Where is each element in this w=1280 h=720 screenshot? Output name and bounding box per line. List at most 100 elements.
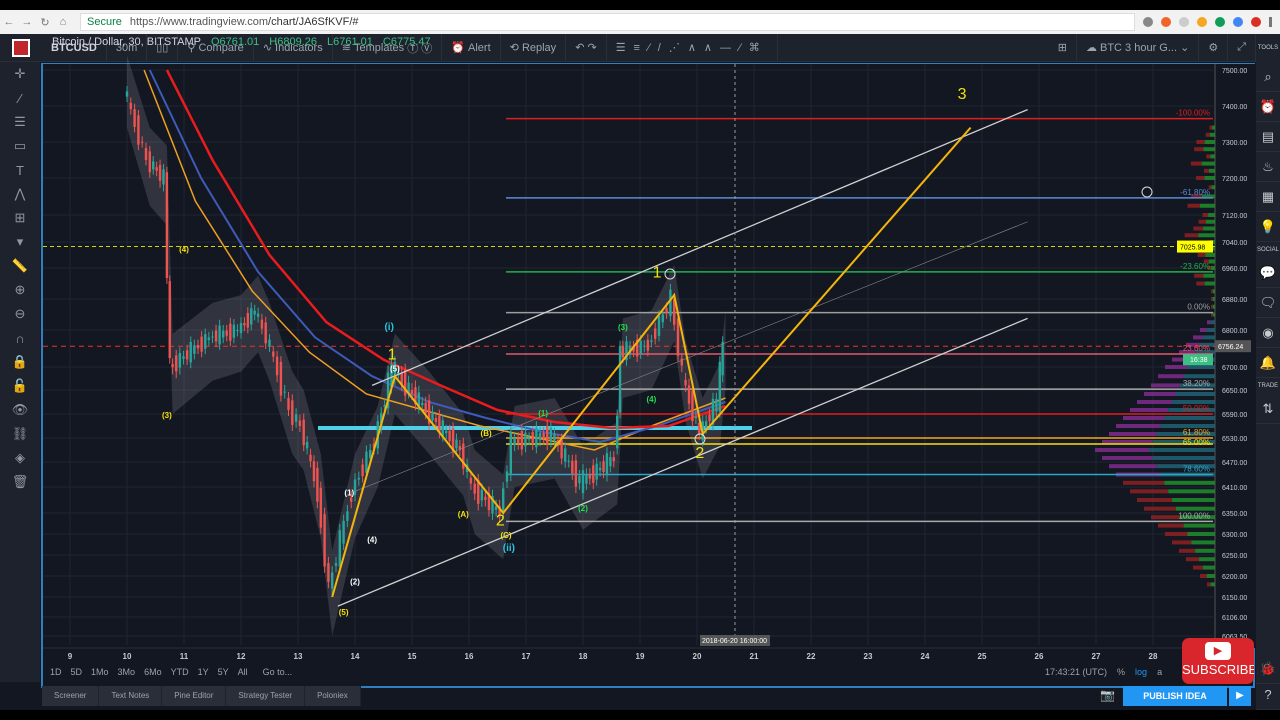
range-1d[interactable]: 1D xyxy=(50,667,62,677)
range-1mo[interactable]: 1Mo xyxy=(91,667,109,677)
fib-icon[interactable]: ☰ xyxy=(14,114,26,129)
rectangle-icon[interactable]: ▭ xyxy=(13,138,27,153)
range-ytd[interactable]: YTD xyxy=(170,667,189,677)
symbol-title[interactable]: Bitcoin / Dollar, 30, BITSTAMP xyxy=(52,36,201,48)
extension-icon[interactable] xyxy=(1161,17,1171,27)
drawing-toolbar: ✛ ⁄ ☰ ▭ T ⋀ ⊞ ▾ 📏 ⊕ ⊖ ∩ 🔒 🔓 👁 ⛓ ◈ 🗑 xyxy=(0,62,40,682)
alarm-icon: ⏰ xyxy=(451,42,469,54)
drawing-favorites[interactable]: ☰≡⁄/⋰∧∧—⁄⌘ xyxy=(607,34,778,61)
compare-button[interactable]: ⚲ Compare xyxy=(178,34,254,61)
layers-icon[interactable]: ◈ xyxy=(15,450,25,465)
browser-bar: ← → ↻ ⌂ Secure https://www.tradingview.c… xyxy=(0,10,1280,34)
symbol-search[interactable]: BTCUSD xyxy=(42,34,107,61)
trash-icon[interactable]: 🗑 xyxy=(11,474,29,489)
date-range-bar: 1D 5D 1Mo 3Mo 6Mo YTD 1Y 5Y All Go to... xyxy=(50,667,292,677)
percent-toggle[interactable]: % xyxy=(1117,667,1126,677)
log-toggle[interactable]: log xyxy=(1135,667,1148,677)
notifications-bell-icon[interactable]: 🔔 xyxy=(1256,348,1280,378)
social-label: SOCIAL xyxy=(1256,247,1279,253)
tools-label: TOOLS xyxy=(1257,45,1279,51)
trendline-icon[interactable]: ⁄ xyxy=(18,90,22,106)
top-toolbar: BTCUSD 30m ▯▯ ⚲ Compare ∿ Indicators ≋ T… xyxy=(0,34,1256,62)
more-arrow-icon[interactable]: ▾ xyxy=(16,234,24,249)
user-avatar[interactable] xyxy=(0,34,42,61)
trading-panel-icon[interactable]: ⇅ xyxy=(1256,394,1280,424)
tab-strategy-tester[interactable]: Strategy Tester xyxy=(226,686,306,706)
layout-grid-icon[interactable]: ⊞ xyxy=(1049,34,1077,61)
candles-icon[interactable]: ▯▯ xyxy=(147,34,179,61)
camera-icon[interactable]: 📷 xyxy=(1100,688,1115,702)
zoom-in-icon[interactable]: ⊕ xyxy=(14,282,26,297)
templates-button[interactable]: ≋ Templates Ⓣ Ⓥ xyxy=(333,34,443,61)
zoom-out-icon[interactable]: ⊖ xyxy=(14,306,26,321)
eye-icon[interactable]: 👁 xyxy=(11,402,29,417)
replay-icon: ⟲ xyxy=(509,42,522,54)
help-icon[interactable]: ? xyxy=(1256,680,1280,710)
extension-icon[interactable] xyxy=(1197,17,1207,27)
reload-icon[interactable]: ↻ xyxy=(40,16,50,29)
range-3mo[interactable]: 3Mo xyxy=(117,667,136,677)
text-icon[interactable]: T xyxy=(16,162,24,178)
forward-icon[interactable]: → xyxy=(21,16,33,28)
indicators-label: Indicators xyxy=(275,41,323,54)
magnet-icon[interactable]: ∩ xyxy=(15,330,25,346)
ruler-icon[interactable]: 📏 xyxy=(11,258,29,273)
layout-name-dropdown[interactable]: ☁ BTC 3 hour G... ⌄ xyxy=(1077,34,1200,61)
prediction-icon[interactable]: ⊞ xyxy=(14,210,26,225)
range-6mo[interactable]: 6Mo xyxy=(144,667,162,677)
fullscreen-icon[interactable]: ⤢ xyxy=(1228,34,1256,61)
extension-icon[interactable] xyxy=(1179,17,1189,27)
undo-icon[interactable]: ↶ ↷ xyxy=(566,34,607,61)
range-5d[interactable]: 5D xyxy=(70,667,83,677)
link-icon[interactable]: ⛓ xyxy=(11,426,29,441)
layout-name: BTC 3 hour G... xyxy=(1100,41,1178,54)
star-icon[interactable] xyxy=(1143,17,1153,27)
publish-idea-button[interactable]: PUBLISH IDEA xyxy=(1123,686,1227,706)
tab-poloniex[interactable]: Poloniex xyxy=(305,686,361,706)
range-1y[interactable]: 1Y xyxy=(197,667,209,677)
play-icon[interactable]: ▶ xyxy=(1229,686,1251,706)
v-circle-icon[interactable]: Ⓥ xyxy=(421,42,433,55)
menu-icon[interactable] xyxy=(1269,17,1272,27)
streams-icon[interactable]: ◉ xyxy=(1256,318,1280,348)
back-icon[interactable]: ← xyxy=(3,16,15,28)
tab-screener[interactable]: Screener xyxy=(42,686,100,706)
goto-button[interactable]: Go to... xyxy=(262,667,293,677)
home-icon[interactable]: ⌂ xyxy=(59,16,67,28)
alert-button[interactable]: ⏰ Alert xyxy=(442,34,501,61)
alert-label: Alert xyxy=(468,41,491,54)
interval-button[interactable]: 30m xyxy=(107,34,148,61)
data-window-icon[interactable]: ▤ xyxy=(1256,122,1280,152)
auto-toggle[interactable]: a xyxy=(1157,667,1163,677)
indicators-icon: ∿ xyxy=(262,42,276,54)
replay-button[interactable]: ⟲ Replay xyxy=(501,34,567,61)
range-5y[interactable]: 5Y xyxy=(217,667,229,677)
t-circle-icon[interactable]: Ⓣ xyxy=(407,42,419,55)
crosshair-icon[interactable]: ✛ xyxy=(14,66,26,81)
extension-icon[interactable] xyxy=(1233,17,1243,27)
pattern-icon[interactable]: ⋀ xyxy=(14,186,26,201)
extension-icon[interactable] xyxy=(1215,17,1225,27)
indicators-button[interactable]: ∿ Indicators xyxy=(254,34,333,61)
chart-pane[interactable] xyxy=(41,63,1255,688)
chat-icon[interactable]: 💬 xyxy=(1256,258,1280,288)
bug-icon[interactable]: 🐞 xyxy=(1256,654,1280,684)
address-bar[interactable]: Secure https://www.tradingview.com/chart… xyxy=(80,13,1135,31)
subscribe-label: SUBSCRIBE xyxy=(1182,662,1254,677)
tab-text-notes[interactable]: Text Notes xyxy=(99,686,163,706)
calendar-icon[interactable]: ▦ xyxy=(1256,182,1280,212)
tab-pine-editor[interactable]: Pine Editor xyxy=(162,686,227,706)
ideas-bulb-icon[interactable]: 💡 xyxy=(1256,212,1280,242)
settings-gear-icon[interactable]: ⚙ xyxy=(1199,34,1229,61)
hotlist-flame-icon[interactable]: ♨ xyxy=(1256,152,1280,182)
watchlist-icon[interactable]: ⌕ xyxy=(1256,62,1280,92)
alarm-clock-icon[interactable]: ⏰ xyxy=(1256,92,1280,122)
lock-icon[interactable]: 🔓 xyxy=(11,378,29,393)
high-value: H6809.26 xyxy=(269,36,318,48)
range-all[interactable]: All xyxy=(237,667,248,677)
extension-icon[interactable] xyxy=(1251,17,1261,27)
private-chat-icon[interactable]: 🗨 xyxy=(1256,288,1280,318)
subscribe-watermark[interactable]: ▶ SUBSCRIBE xyxy=(1182,638,1254,684)
utc-clock[interactable]: 17:43:21 (UTC) xyxy=(1045,667,1108,677)
lock-drawings-icon[interactable]: 🔒 xyxy=(11,354,29,369)
